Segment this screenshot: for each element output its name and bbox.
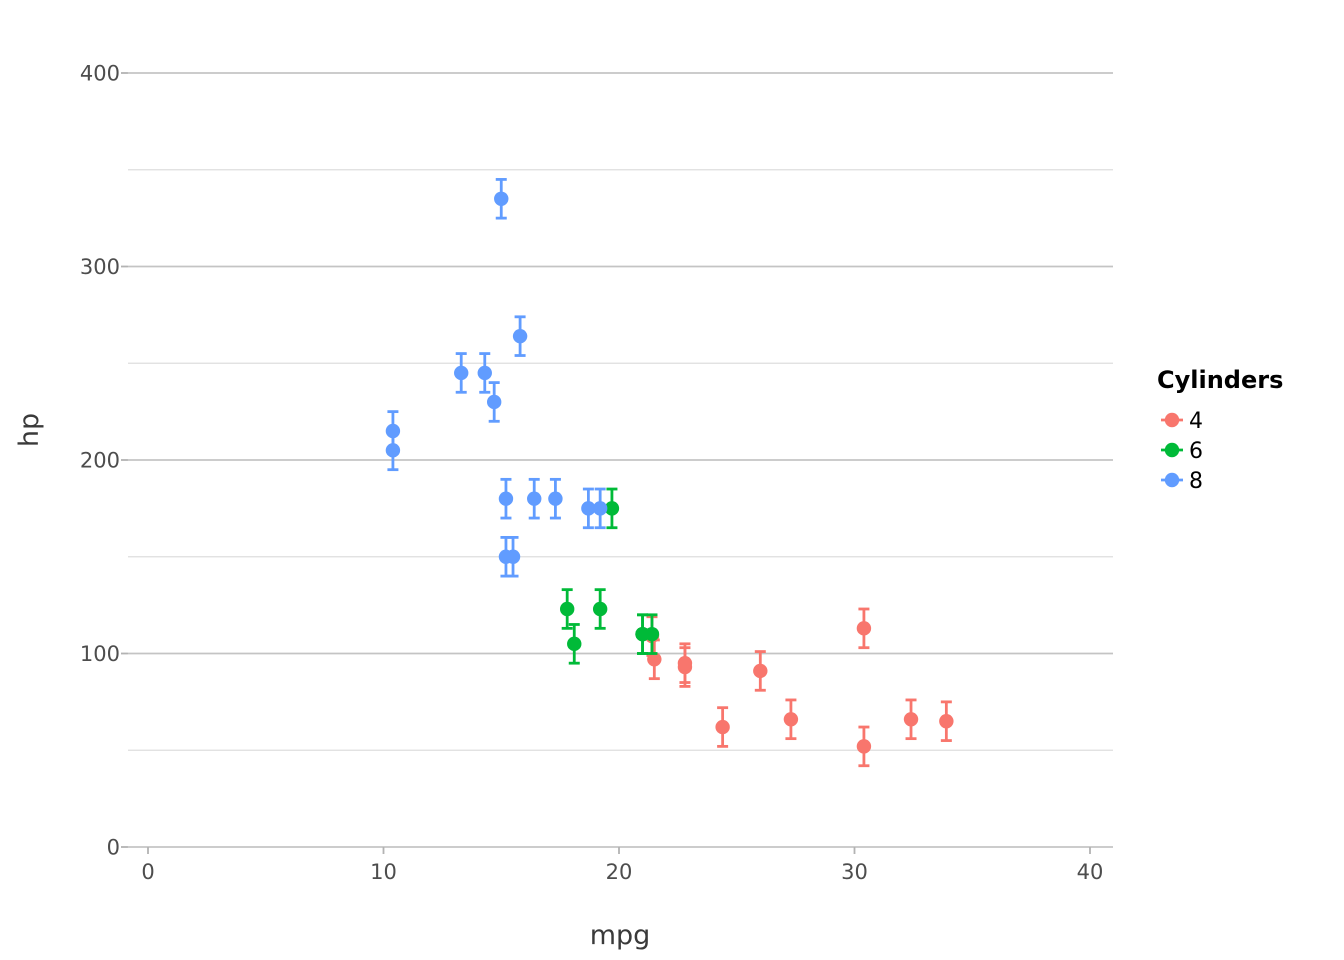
data-point: [581, 501, 596, 516]
data-point: [527, 491, 542, 506]
data-point: [644, 626, 660, 642]
legend-entry-6: 6: [1161, 439, 1203, 464]
x-tick-label: 30: [841, 860, 868, 884]
data-point: [783, 712, 799, 727]
data-point: [715, 719, 730, 735]
data-point: [856, 739, 872, 754]
data-point: [494, 191, 509, 206]
x-tick-label: 20: [606, 860, 633, 884]
legend-entry-8: 8: [1161, 469, 1203, 494]
data-point: [454, 365, 469, 381]
data-point: [559, 601, 575, 617]
data-point: [385, 423, 401, 439]
data-point: [753, 663, 768, 679]
x-tick-label: 10: [370, 860, 397, 884]
y-axis-title: hp: [14, 413, 45, 447]
data-point: [592, 601, 608, 617]
data-point: [486, 394, 502, 410]
data-point: [567, 636, 582, 652]
data-point: [498, 491, 514, 506]
grid-lines: [128, 72, 1113, 848]
data-point: [592, 501, 608, 516]
y-tick-label: 200: [80, 449, 120, 473]
x-axis-title: mpg: [590, 920, 651, 951]
x-tick-label: 40: [1077, 860, 1104, 884]
y-tick-label: 0: [107, 836, 120, 860]
data-point: [512, 328, 528, 344]
data-point: [477, 365, 492, 381]
data-point: [939, 714, 954, 729]
legend-label: 6: [1189, 439, 1203, 464]
series-6: [559, 487, 660, 665]
legend-entries: 4 6 8: [1161, 409, 1203, 494]
legend-key-point: [1164, 472, 1180, 488]
legend-label: 4: [1189, 409, 1203, 434]
y-tick-label: 400: [80, 62, 120, 86]
legend-entry-4: 4: [1161, 409, 1203, 434]
y-tick-label: 100: [80, 642, 120, 666]
data-point: [677, 655, 693, 671]
series-8: [385, 178, 608, 578]
data-point: [548, 491, 563, 506]
legend-title: Cylinders: [1157, 366, 1283, 394]
data-point: [856, 621, 872, 636]
data-point: [498, 549, 514, 564]
data-points: [385, 178, 954, 768]
data-point: [604, 501, 620, 516]
legend-key-point: [1164, 412, 1180, 428]
legend-key-point: [1164, 442, 1180, 458]
axes: 0 100 200 300 400 0 10 20 30 40: [80, 62, 1103, 885]
y-tick-label: 300: [80, 255, 120, 279]
data-point: [903, 712, 919, 727]
x-tick-label: 0: [141, 860, 154, 884]
legend: Cylinders 4 6 8: [1157, 366, 1283, 494]
series-4: [644, 607, 954, 768]
legend-label: 8: [1189, 469, 1203, 494]
